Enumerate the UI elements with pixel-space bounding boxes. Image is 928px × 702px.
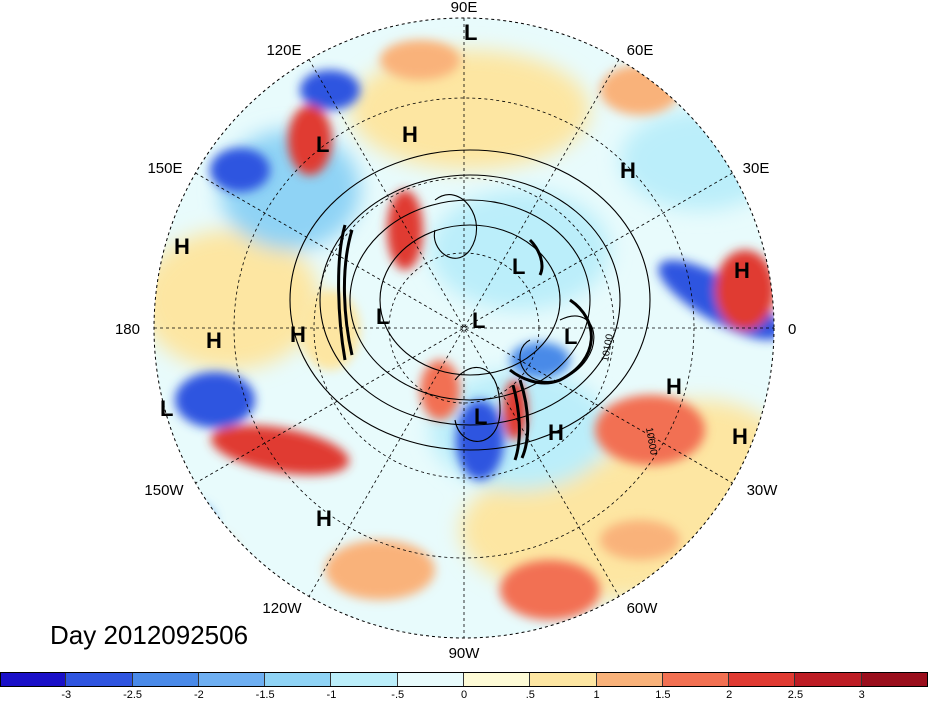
pressure-center: H xyxy=(290,322,306,347)
lon-label-120e: 120E xyxy=(266,42,301,59)
lon-label-180: 180 xyxy=(115,321,140,338)
colorbar-tick-label: -1 xyxy=(326,689,337,701)
pressure-center: L xyxy=(474,404,487,429)
colorbar-swatch xyxy=(596,672,663,687)
contour-label: 10600 xyxy=(643,427,659,457)
lon-label-90e: 90E xyxy=(451,0,478,16)
colorbar-tick-label: .5 xyxy=(525,689,535,701)
colorbar-swatch xyxy=(397,672,464,687)
pressure-center: L xyxy=(512,254,525,279)
colorbar-tick-label: -2.5 xyxy=(123,689,143,701)
pressure-center: L xyxy=(564,324,577,349)
colorbar-tick-label: -1.5 xyxy=(255,689,275,701)
lon-label-30w: 30W xyxy=(747,482,779,499)
pressure-center: H xyxy=(666,374,682,399)
lon-label-60w: 60W xyxy=(627,600,659,617)
pressure-center: H xyxy=(316,506,332,531)
colorbar-tick-label: 2.5 xyxy=(787,689,804,701)
pressure-center: L xyxy=(376,304,389,329)
lon-label-90w: 90W xyxy=(449,645,481,662)
colorbar-swatch xyxy=(795,672,862,687)
lon-label-120w: 120W xyxy=(262,600,302,617)
colorbar-swatch xyxy=(0,672,67,687)
pressure-center: H xyxy=(732,424,748,449)
colorbar-swatch xyxy=(198,672,266,687)
colorbar-frame xyxy=(0,672,928,687)
colorbar-swatch xyxy=(66,672,133,687)
longitude-labels: 90E 60E 30E 0 30W 60W 90W 120W 150W 180 … xyxy=(115,0,796,662)
polar-stereographic-map: 90E 60E 30E 0 30W 60W 90W 120W 150W 180 … xyxy=(115,0,796,662)
colorbar-tick-label: 3 xyxy=(858,689,865,701)
lon-label-150e: 150E xyxy=(147,160,182,177)
colorbar-tick-label: -.5 xyxy=(391,689,405,701)
geopotential-contours xyxy=(289,149,651,451)
lon-label-150w: 150W xyxy=(144,482,184,499)
pressure-center-labels: L H L H H H L L H H L L L H H L H H xyxy=(160,20,750,531)
colorbar: -3 -2.5 -2 -1.5 -1 -.5 0 .5 1 1.5 2 2.5 3 xyxy=(0,672,928,702)
pressure-center: H xyxy=(548,420,564,445)
colorbar-swatch xyxy=(331,672,398,687)
colorbar-swatch xyxy=(132,672,199,687)
pressure-center: L xyxy=(464,20,477,45)
pressure-center: H xyxy=(174,234,190,259)
colorbar-tick-label: 2 xyxy=(726,689,733,701)
colorbar-tick-label: 1 xyxy=(593,689,600,701)
pressure-center: L xyxy=(472,308,485,333)
pressure-center: H xyxy=(620,158,636,183)
contour-value-labels: 10100 10600 xyxy=(600,333,659,457)
colorbar-swatch xyxy=(729,672,796,687)
colorbar-tick-label: 1.5 xyxy=(655,689,671,701)
colorbar-tick-label: -3 xyxy=(61,689,72,701)
lon-label-0: 0 xyxy=(788,321,796,338)
lon-label-60e: 60E xyxy=(627,42,654,59)
colorbar-swatch xyxy=(464,672,531,687)
colorbar-swatch xyxy=(530,672,597,687)
map-title: Day 2012092506 xyxy=(50,620,249,650)
pressure-center: L xyxy=(160,396,173,421)
lon-label-30e: 30E xyxy=(743,160,770,177)
pressure-center: H xyxy=(402,122,418,147)
contour-label: 10100 xyxy=(600,333,616,363)
graticule xyxy=(154,18,774,638)
colorbar-tick-label: 0 xyxy=(460,689,468,701)
map-boundary xyxy=(153,17,775,639)
colorbar-swatch xyxy=(265,672,332,687)
pressure-center: H xyxy=(206,328,222,353)
colorbar-swatch xyxy=(662,672,730,687)
pressure-center: L xyxy=(316,132,329,157)
colorbar-tick-label: -2 xyxy=(193,689,204,701)
pressure-center: H xyxy=(734,258,750,283)
anomaly-field xyxy=(154,18,774,638)
